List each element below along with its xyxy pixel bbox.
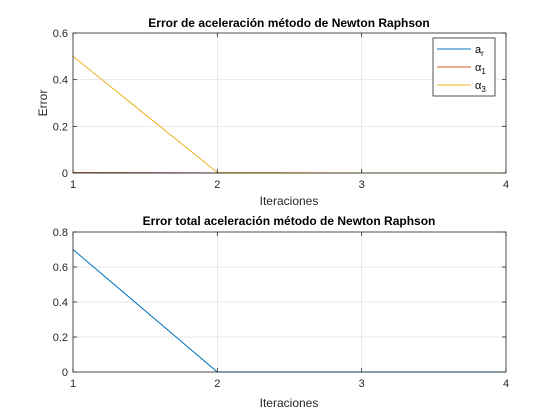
legend: ar α1 α3 <box>432 37 496 97</box>
x-tick-label: 1 <box>70 378 76 390</box>
y-tick-label: 0.2 <box>53 332 68 344</box>
y-tick-label: 0.6 <box>53 262 68 274</box>
x-tick-label: 3 <box>359 179 365 191</box>
x-tick-label: 3 <box>359 378 365 390</box>
chart-total-acceleration-error: Error total aceleración método de Newton… <box>53 214 509 410</box>
x-tick-label: 4 <box>503 179 509 191</box>
legend-entry-r: ar <box>475 44 484 58</box>
x-tick-label: 2 <box>214 179 220 191</box>
legend-entry-1: α1 <box>475 62 486 76</box>
y-tick-label: 0.8 <box>53 227 68 239</box>
x-axis-label: Iteraciones <box>260 194 319 208</box>
y-tick-label: 0.4 <box>53 75 68 87</box>
x-tick-label: 1 <box>70 179 76 191</box>
legend-entry-3: α3 <box>475 80 486 94</box>
y-tick-label: 0 <box>62 367 68 379</box>
y-axis-label: Error <box>36 90 50 117</box>
x-tick-label: 2 <box>214 378 220 390</box>
y-tick-label: 0.6 <box>53 28 68 40</box>
y-tick-label: 0.2 <box>53 121 68 133</box>
axes-box <box>72 32 507 174</box>
chart-title: Error total aceleración método de Newton… <box>143 214 436 228</box>
chart-acceleration-error: Error de aceleración método de Newton Ra… <box>36 16 509 208</box>
x-tick-label: 4 <box>503 378 509 390</box>
x-axis-label: Iteraciones <box>260 396 319 410</box>
chart-title: Error de aceleración método de Newton Ra… <box>148 16 429 30</box>
y-tick-label: 0.4 <box>53 297 68 309</box>
y-tick-label: 0 <box>62 168 68 180</box>
